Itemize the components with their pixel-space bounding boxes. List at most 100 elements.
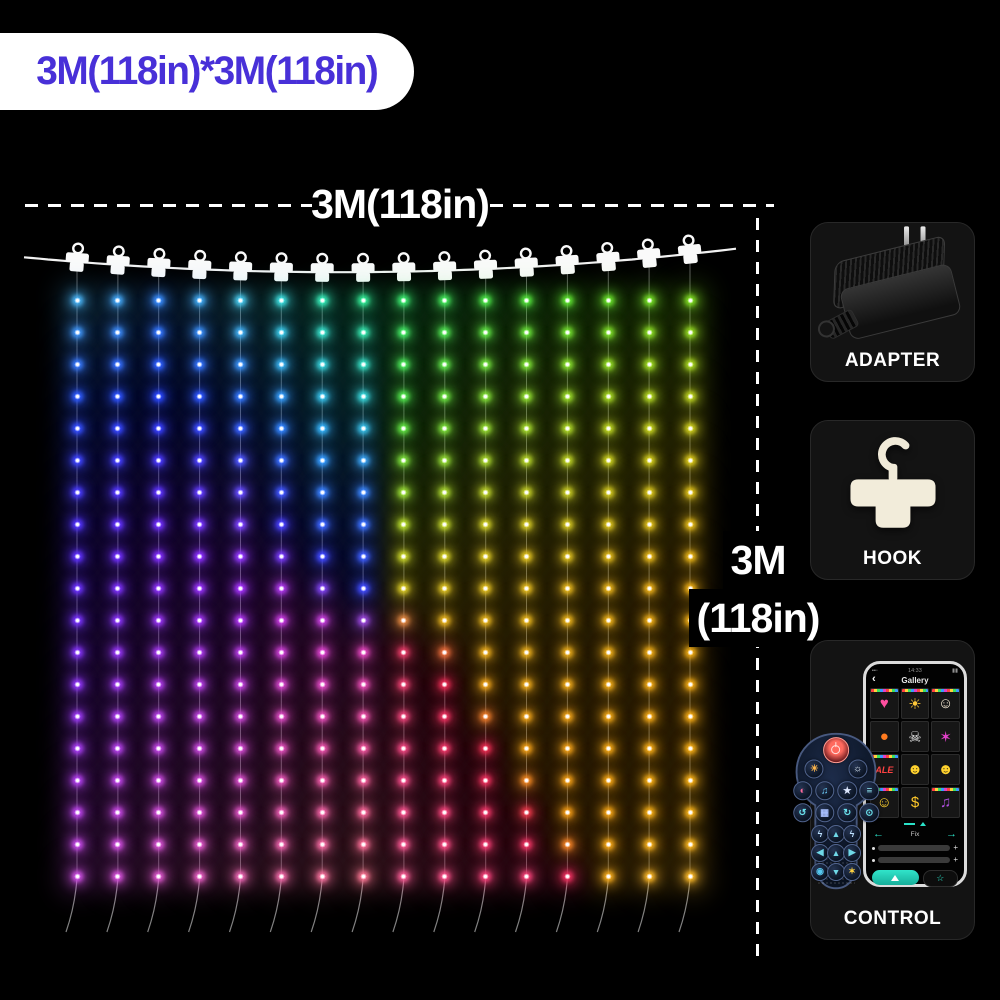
tile-glyph: ✶ [939, 728, 952, 746]
size-badge-label: 3M(118in)*3M(118in) [36, 49, 379, 93]
tile-glyph: ♥ [879, 695, 889, 712]
remote-button-icon: ϟ [811, 824, 829, 843]
hook-icon [849, 437, 936, 528]
remote-button-icon: ♫ [814, 781, 835, 801]
remote-button-icon: ≡ [859, 781, 880, 801]
strand-tail [269, 877, 282, 933]
clip-ring-icon [112, 245, 125, 258]
clip-ring-icon [397, 252, 410, 265]
curtain-clip [433, 251, 457, 281]
smartphone-app: ▪▪◦ 14:33 ▮▮ ‹ Gallery ♥ ☀ ☺ ● ☠ ✶ ALE ☻ ☻ ☺ $ ♫ ← … [863, 661, 967, 887]
gallery-tile: ● [870, 721, 899, 752]
tile-glyph: ☀ [908, 695, 922, 713]
remote-control: ☀ ☼ ◐ ♫ ★ ≡ ↺ ▦ ↻ ⊙ ϟ ▲ ϟ ◀ ▲ ▶ ◉ ▼ ✶ [789, 731, 883, 893]
side-dimension-line1: 3M [722, 531, 794, 589]
curtain-clip [596, 241, 620, 272]
remote-button-icon: ▶ [843, 844, 861, 862]
gallery-tile: ☻ [900, 754, 930, 785]
clip-ring-icon [234, 251, 247, 264]
battery-icon: ▮▮ [951, 668, 958, 674]
curtain-clip [392, 252, 416, 282]
top-dimension-dash-left [25, 204, 312, 207]
mountain-icon [891, 874, 900, 881]
strand-tail [65, 877, 78, 933]
side-dimension-label: 3M (118in) [645, 531, 871, 647]
gallery-tile: ☀ [900, 688, 930, 719]
tile-glyph: ● [879, 728, 889, 745]
clip-ring-icon [682, 234, 695, 247]
card-hook: HOOK [810, 420, 975, 580]
power-adapter-icon [816, 223, 971, 361]
curtain-clip [147, 247, 171, 278]
clip-ring-icon [194, 249, 207, 262]
clip-ring-icon [601, 241, 614, 254]
support-wire [23, 247, 737, 274]
mode-selector-row: ← Fix → [870, 829, 960, 840]
gallery-pager [870, 820, 960, 827]
tile-glyph: ♫ [940, 794, 952, 811]
curtain-clip [473, 249, 498, 279]
arrow-right-icon: → [945, 828, 957, 840]
remote-button-icon: ▦ [814, 803, 835, 823]
tile-glyph: ☺ [876, 794, 892, 811]
card-adapter-label: ADAPTER [844, 350, 941, 371]
image-mode-button [872, 870, 919, 885]
gallery-tile: ALE [870, 754, 899, 785]
phone-app-header: ‹ Gallery [870, 673, 960, 686]
gallery-tile: ♥ [870, 688, 899, 719]
gallery-tile: ☺ [931, 688, 960, 719]
strand-tail [433, 877, 446, 933]
strand-tail [351, 877, 364, 933]
strand-tail [474, 877, 487, 933]
clip-ring-icon [560, 245, 573, 258]
card-hook-label: HOOK [863, 548, 922, 569]
tile-glyph: ☠ [908, 728, 922, 746]
tile-glyph: ☻ [937, 761, 954, 778]
pattern-gallery-grid: ♥ ☀ ☺ ● ☠ ✶ ALE ☻ ☻ ☺ $ ♫ [870, 688, 960, 818]
size-badge: 3M(118in)*3M(118in) [0, 33, 414, 110]
remote-button-icon: ◐ [792, 781, 813, 801]
curtain-clip [310, 252, 334, 282]
strand-tail [228, 877, 242, 933]
card-control: ▪▪◦ 14:33 ▮▮ ‹ Gallery ♥ ☀ ☺ ● ☠ ✶ ALE ☻ ☻ ☺ $ ♫ ← … [792, 640, 975, 940]
gallery-title: Gallery [901, 676, 929, 685]
gallery-tile: ✶ [931, 721, 960, 752]
remote-button-icon: ↻ [837, 803, 858, 823]
curtain-clip [269, 252, 293, 282]
strand-tail [596, 877, 609, 933]
strand-tail [147, 877, 160, 933]
power-glyph [831, 745, 841, 755]
mode-label: Fix [910, 831, 920, 838]
power-button-icon [823, 737, 849, 763]
back-icon: ‹ [872, 673, 876, 685]
card-adapter: ADAPTER [810, 222, 975, 382]
gallery-tile: $ [900, 787, 930, 818]
curtain-clip [514, 247, 538, 277]
phone-time: 14:33 [908, 668, 922, 674]
signal-icons: ▪▪◦ [872, 668, 878, 674]
strand-tail [188, 877, 201, 933]
remote-button-icon: ☀ [804, 759, 824, 779]
effects-button: ☆ [922, 870, 958, 887]
clip-ring-icon [438, 251, 451, 264]
clip-ring-icon [275, 252, 288, 265]
clip-ring-icon [153, 247, 166, 260]
curtain-clip [637, 238, 661, 268]
tile-glyph: ALE [875, 764, 894, 775]
curtain-clip [65, 242, 89, 272]
phone-bottom-buttons: ☆ [870, 870, 960, 887]
component-cards: ADAPTER HOOK ▪▪◦ 14:33 ▮▮ ‹ Gallery [792, 222, 975, 940]
clip-ring-icon [519, 247, 532, 260]
plus-icon: + [953, 855, 958, 864]
gallery-tile: ♫ [931, 787, 960, 818]
remote-button-icon: ✶ [843, 863, 861, 881]
strand-tail [555, 877, 568, 933]
curtain-clip [351, 252, 375, 282]
plus-icon: + [953, 843, 958, 852]
remote-button-icon: ⊙ [859, 803, 880, 823]
remote-button-icon: ϟ [843, 824, 861, 843]
strand-tail [310, 877, 323, 933]
card-control-label: CONTROL [843, 908, 942, 929]
curtain-clip [677, 234, 702, 264]
